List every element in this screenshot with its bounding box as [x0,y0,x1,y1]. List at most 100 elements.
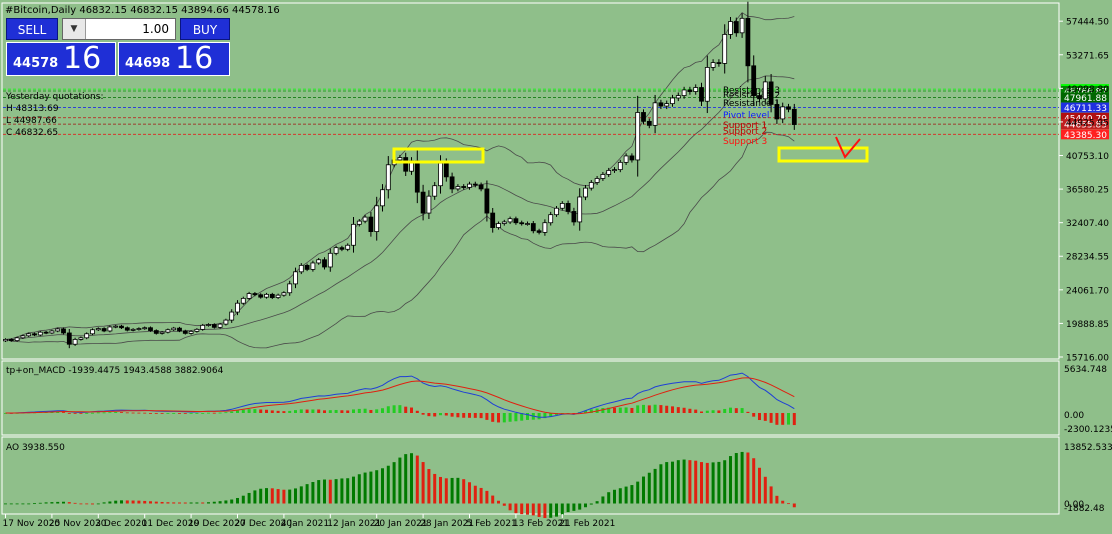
ao-bar [4,503,7,505]
level-tag-5: 44655.85 [1064,121,1107,131]
macd-histogram-bar [154,412,158,414]
ao-indicator [4,451,796,519]
candle-body [583,187,588,198]
candle-body [211,324,217,328]
macd-histogram-bar [79,412,83,414]
highlight-box-right [777,146,869,163]
candle-body [762,81,768,100]
buy-price-main: 44698 [125,56,171,71]
ao-bar [137,500,141,504]
ao-bar [624,486,628,504]
ao-bar [21,503,25,505]
ao-bar [485,490,489,504]
macd-histogram-bar [717,410,721,413]
ao-bar [566,503,570,513]
ao-bar [386,465,390,504]
candle-body [66,332,72,345]
macd-histogram-bar [247,409,251,413]
ao-bar [178,502,181,504]
candle-body [646,120,652,126]
price-tick-label: 57444.50 [1066,18,1109,28]
ao-bar [792,503,796,508]
candle-body [258,294,264,298]
buy-button[interactable]: BUY [180,18,230,40]
ao-panel-frame [1,436,1060,515]
ao-bar [746,452,750,504]
ao-bar [601,496,605,504]
candle-body [362,216,368,222]
candle-body [351,223,356,246]
ao-bar [392,462,396,504]
candle-body [310,262,316,270]
candle-body [519,222,525,225]
candle-body [745,17,751,67]
macd-histogram-bar [769,412,773,423]
macd-histogram-bar [781,412,785,425]
bb-lower-line [5,131,795,349]
lot-size-field[interactable]: ▼ [62,18,176,40]
buy-price-box[interactable]: 44698 16 [118,41,230,76]
sell-price-pips: 16 [63,41,102,76]
one-click-trading-panel: SELL ▼ BUY 44578 16 44698 16 [6,18,230,76]
candle-body [130,328,136,331]
level-label-1: Resistance 2 [723,91,780,101]
macd-histogram-bar [433,412,437,417]
lot-size-input[interactable] [89,19,169,39]
candle-body [542,222,548,233]
candle-body [182,330,188,334]
candle-body [14,337,20,342]
macd-histogram-bar [323,410,326,413]
macd-histogram-bar [404,406,408,413]
ao-bar [723,460,727,504]
candle-body [26,333,32,337]
ao-bar [230,499,234,504]
candle-body [368,216,374,232]
time-tick-label: 20 Jan 2021 [374,519,428,529]
chevron-down-icon[interactable]: ▼ [63,19,86,39]
ao-bar [369,471,373,504]
macd-histogram-bar [305,409,309,413]
candle-body [513,218,519,224]
ao-bar [549,503,553,518]
candle-body [536,230,542,233]
ao-bar [189,502,193,504]
candle-body [374,205,380,232]
ao-bar [630,485,634,504]
candle-body [530,223,536,232]
candle-body [472,183,478,186]
ao-bar [79,503,83,505]
macd-histogram-bar [183,412,187,414]
ao-bar [700,462,703,504]
macd-histogram-bar [607,407,611,413]
candle-body [281,292,287,296]
sell-price-box[interactable]: 44578 16 [6,41,116,76]
macd-histogram-bar [282,411,286,413]
candle-body [148,327,153,331]
macd-histogram-bar [224,412,228,414]
macd-histogram-bar [73,412,77,414]
macd-histogram-bar [311,409,315,413]
sell-button[interactable]: SELL [6,18,58,40]
candle-body [327,252,333,268]
quotes-low: L 44987.66 [6,116,57,126]
candle-body [791,108,797,125]
ao-bar [705,462,709,504]
ao-bar [305,484,309,504]
ao-bar [752,458,756,504]
macd-histogram-bar [340,410,344,413]
ao-bar [671,461,674,504]
price-tick-label: 24061.70 [1066,286,1109,296]
macd-histogram-bar [439,412,442,416]
ao-bar [346,478,350,504]
ao-bar [531,503,535,516]
macd-histogram-bar [166,412,170,414]
time-tick-label: 5 Feb 2021 [467,519,517,529]
macd-histogram-bar [62,412,65,413]
candle-body [217,323,223,328]
ao-bar [357,474,361,504]
macd-histogram-bar [67,412,71,414]
ao-bar [73,502,77,504]
macd-indicator [4,372,796,426]
ao-bar [415,455,419,504]
